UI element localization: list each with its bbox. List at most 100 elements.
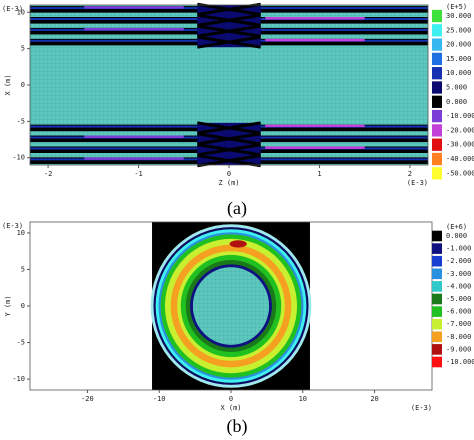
colorbar-swatch [432, 356, 442, 368]
y-tick-label: -5 [17, 339, 25, 347]
x-tick-label: -10 [153, 395, 166, 403]
streak [84, 135, 184, 139]
streak [84, 157, 184, 160]
cross [197, 2, 261, 16]
colorbar-swatch [432, 38, 442, 51]
colorbar-title: (E+6) [446, 223, 467, 231]
x-axis-label: Z (m) [218, 179, 239, 187]
x-tick-label: 0 [227, 170, 231, 178]
colorbar-label: -8.000 [446, 333, 471, 341]
hotspot [229, 240, 247, 248]
caption: (a) [227, 198, 247, 219]
colorbar-swatch [432, 52, 442, 66]
colorbar-swatch [432, 9, 442, 23]
colorbar-swatch [432, 152, 442, 166]
x-scale-label: (E-3) [411, 404, 432, 412]
colorbar-swatch [432, 81, 442, 94]
x-tick-label: 20 [370, 395, 378, 403]
colorbar-swatch [432, 67, 442, 80]
colorbar-swatch [432, 293, 442, 305]
colorbar-label: -30.000 [446, 141, 474, 149]
cross [197, 154, 261, 168]
colorbar-swatch [432, 138, 442, 151]
colorbar-label: -40.000 [446, 155, 474, 163]
streak [84, 27, 184, 31]
streak [265, 146, 365, 149]
y-scale-label: (E-3) [2, 5, 23, 13]
cross [197, 143, 261, 157]
colorbar-swatch [432, 167, 442, 180]
colorbar-title: (E+5) [446, 3, 467, 11]
y-tick-label: -10 [12, 154, 25, 162]
x-tick-label: 10 [299, 395, 307, 403]
colorbar-swatch [432, 255, 442, 267]
colorbar-label: -6.000 [446, 308, 471, 316]
colorbar-label: 0.000 [446, 232, 467, 240]
caption: (b) [227, 416, 248, 437]
colorbar-swatch [432, 306, 442, 317]
y-tick-label: 5 [21, 45, 25, 53]
colorbar-label: 25.000 [446, 26, 471, 34]
cross [197, 132, 261, 146]
colorbar-swatch [432, 331, 442, 343]
y-tick-label: -5 [17, 117, 25, 125]
colorbar-swatch [432, 243, 442, 254]
colorbar-label: -1.000 [446, 245, 471, 253]
colorbar-label: 30.000 [446, 12, 471, 20]
colorbar-swatch [432, 318, 442, 330]
colorbar-label: -7.000 [446, 320, 471, 328]
x-axis-label: X (m) [220, 404, 241, 412]
x-tick-label: -1 [134, 170, 142, 178]
streak [265, 124, 365, 128]
colorbar-label: 20.000 [446, 41, 471, 49]
streak [84, 6, 184, 9]
colorbar-label: 15.000 [446, 55, 471, 63]
y-tick-label: 0 [21, 81, 25, 89]
colorbar-label: -50.000 [446, 169, 474, 177]
colorbar-label: 5.000 [446, 84, 467, 92]
cross [197, 13, 261, 27]
plot [150, 222, 312, 390]
colorbar-label: -10.000 [446, 112, 474, 120]
colorbar-swatch [432, 230, 442, 242]
colorbar-label: -2.000 [446, 257, 471, 265]
y-axis-label: Y (m) [4, 295, 12, 316]
colorbar-label: -20.000 [446, 126, 474, 134]
x-scale-label: (E-3) [407, 179, 428, 187]
cross [197, 35, 261, 49]
colorbar-label: -9.000 [446, 345, 471, 353]
streak [265, 38, 365, 42]
colorbar-swatch [432, 24, 442, 37]
y-tick-label: 10 [17, 8, 25, 16]
plot [30, 2, 428, 168]
colorbar-swatch [432, 109, 442, 123]
y-tick-label: 5 [21, 265, 25, 273]
colorbar-label: -4.000 [446, 282, 471, 290]
colorbar-swatch [432, 95, 442, 108]
streak [265, 17, 365, 20]
y-tick-label: -10 [12, 375, 25, 383]
colorbar-label: 0.000 [446, 98, 467, 106]
colorbar-swatch [432, 344, 442, 355]
colorbar-label: -5.000 [446, 295, 471, 303]
x-tick-label: 0 [229, 395, 233, 403]
y-scale-label: (E-3) [2, 222, 23, 230]
core [192, 267, 270, 345]
colorbar-swatch [432, 124, 442, 137]
x-tick-label: 1 [317, 170, 321, 178]
x-tick-label: -2 [44, 170, 52, 178]
cross [197, 121, 261, 135]
x-tick-label: -20 [81, 395, 94, 403]
y-tick-label: 0 [21, 302, 25, 310]
colorbar-label: 10.000 [446, 69, 471, 77]
cross [197, 24, 261, 38]
colorbar-swatch [432, 268, 442, 280]
colorbar-swatch [432, 281, 442, 292]
colorbar-label: -10.000 [446, 358, 474, 366]
colorbar-label: -3.000 [446, 270, 471, 278]
y-axis-label: X (m) [4, 74, 12, 95]
y-tick-label: 10 [17, 229, 25, 237]
x-tick-label: 2 [408, 170, 412, 178]
